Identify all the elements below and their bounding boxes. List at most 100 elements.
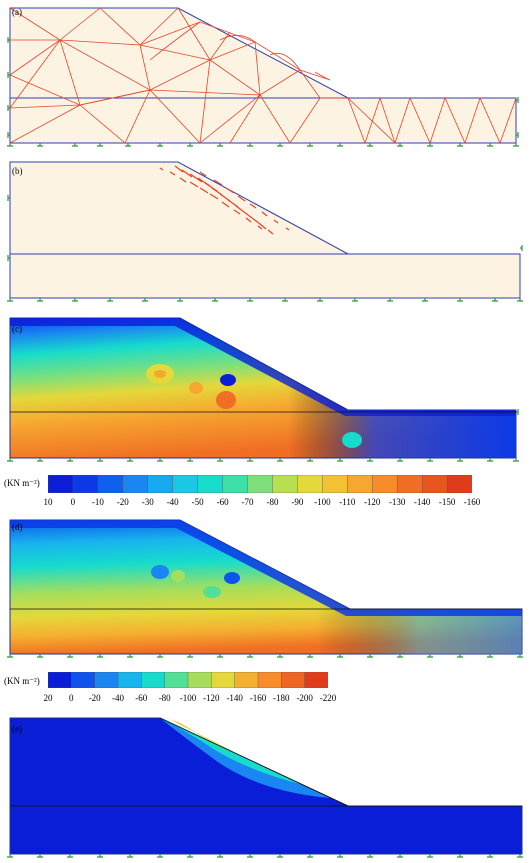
legend-swatch [48, 475, 74, 493]
legend-swatch [396, 475, 423, 493]
legend-tick-label: -30 [141, 497, 154, 507]
legend-swatch [347, 475, 373, 493]
support-marks [7, 854, 523, 858]
legend-c-unit: (KN m⁻²) [4, 478, 40, 488]
slope-face [159, 717, 349, 807]
legend-swatch [94, 672, 119, 688]
legend-tick-label: -70 [241, 497, 254, 507]
legend-swatch [446, 475, 472, 493]
legend-swatch [117, 672, 143, 688]
legend-swatch [421, 475, 448, 493]
legend-c: (KN m⁻²) 10 0 -10 -20 -30 -40 -50 -60 -70 -80 -90-… [0, 472, 529, 512]
panel-b-vectors: (b) [0, 158, 529, 306]
legend-tick-label: -100 [179, 693, 197, 703]
slope-domain [9, 161, 521, 299]
contour-d [7, 519, 523, 658]
legend-swatch [147, 475, 174, 493]
legend-swatch [304, 672, 328, 688]
legend-tick-label: 20 [43, 693, 53, 703]
legend-swatch [234, 672, 259, 688]
legend-swatch [211, 672, 236, 688]
legend-swatch [187, 672, 213, 688]
vector-diagram [7, 161, 523, 302]
contour-fill [9, 717, 523, 855]
support-marks [7, 37, 519, 147]
legend-tick-label: -80 [158, 693, 171, 703]
legend-tick-label: -100 [314, 497, 331, 507]
legend-tick-label: -50 [191, 497, 204, 507]
panel-c-contour: (c) [0, 312, 529, 464]
legend-tick-label: -90 [291, 497, 304, 507]
legend-tick-label: -220 [319, 693, 337, 703]
plastic-zone-peak [170, 719, 205, 737]
legend-tick-label: -120 [363, 497, 381, 507]
legend-tick-label: 10 [43, 497, 53, 507]
legend-swatch [164, 672, 189, 688]
panel-e-label: (e) [12, 724, 22, 734]
legend-tick-label: -60 [135, 693, 148, 703]
local-anomalies [146, 364, 362, 448]
legend-swatch [322, 475, 348, 493]
mesh-diagram [7, 7, 519, 147]
legend-swatch [141, 672, 166, 688]
legend-swatch [197, 475, 224, 493]
legend-swatch [297, 475, 324, 493]
panel-a-label: (a) [12, 7, 22, 17]
panel-b-label: (b) [12, 166, 23, 176]
legend-swatch [48, 672, 73, 688]
legend-tick-label: -40 [166, 497, 179, 507]
support-marks [7, 195, 523, 302]
mesh-lines [9, 7, 517, 145]
contour-e [7, 717, 523, 858]
contour-fade [10, 318, 516, 458]
panel-c-label: (c) [12, 324, 22, 334]
legend-tick-label: -20 [116, 497, 129, 507]
legend-c-ticks: 10 0 -10 -20 -30 -40 -50 -60 -70 -80 -90 -100 -110 -1… [44, 497, 481, 509]
panel-d-contour: (d) [0, 516, 529, 660]
legend-d-colorbar [48, 672, 328, 688]
legend-tick-label: -80 [266, 497, 279, 507]
slope-domain [9, 7, 517, 144]
legend-tick-label: -120 [203, 693, 220, 703]
support-marks [7, 409, 519, 462]
panel-e-contour: (e) [0, 712, 529, 863]
legend-tick-label: -10 [91, 497, 104, 507]
local-anomalies [151, 565, 240, 598]
contour-surface-band [10, 318, 516, 416]
panel-a-mesh: (a) [0, 0, 529, 158]
legend-tick-label: -160 [249, 693, 267, 703]
legend-swatch [272, 475, 299, 493]
contour-surface-band [10, 520, 522, 616]
legend-tick-label: -60 [216, 497, 229, 507]
legend-tick-label: -160 [463, 497, 481, 507]
panel-d-label: (d) [12, 522, 23, 532]
legend-tick-label: -110 [339, 497, 356, 507]
legend-swatch [257, 672, 283, 688]
legend-swatch [71, 672, 96, 688]
plastic-zone-core [166, 718, 235, 752]
support-marks [7, 654, 523, 658]
legend-tick-label: 0 [69, 693, 74, 703]
legend-swatch [172, 475, 199, 493]
legend-d-unit: (KN m⁻²) [4, 676, 40, 686]
contour-c [7, 317, 519, 462]
legend-swatch [97, 475, 124, 493]
legend-tick-label: -140 [413, 497, 431, 507]
legend-swatch [281, 672, 306, 688]
contour-fade [10, 520, 522, 654]
legend-tick-label: -20 [88, 693, 101, 703]
legend-tick-label: -130 [388, 497, 406, 507]
legend-tick-label: -200 [296, 693, 313, 703]
legend-d: (KN m⁻²) 20 0 -20 -40 -60 -80 -100 -120 -140 -160… [0, 668, 529, 708]
legend-tick-label: -150 [438, 497, 456, 507]
legend-swatch [72, 475, 99, 493]
legend-swatch [122, 475, 149, 493]
legend-swatch [372, 475, 398, 493]
legend-tick-label: -40 [112, 693, 124, 703]
legend-d-ticks: 20 0 -20 -40 -60 -80 -100 -120 -140 -160 -180 -200-… [44, 693, 337, 705]
displacement-arrows [159, 165, 290, 235]
legend-swatch [247, 475, 274, 493]
legend-tick-label: -180 [273, 693, 290, 703]
legend-c-colorbar [48, 475, 472, 493]
legend-tick-label: 0 [70, 497, 76, 507]
